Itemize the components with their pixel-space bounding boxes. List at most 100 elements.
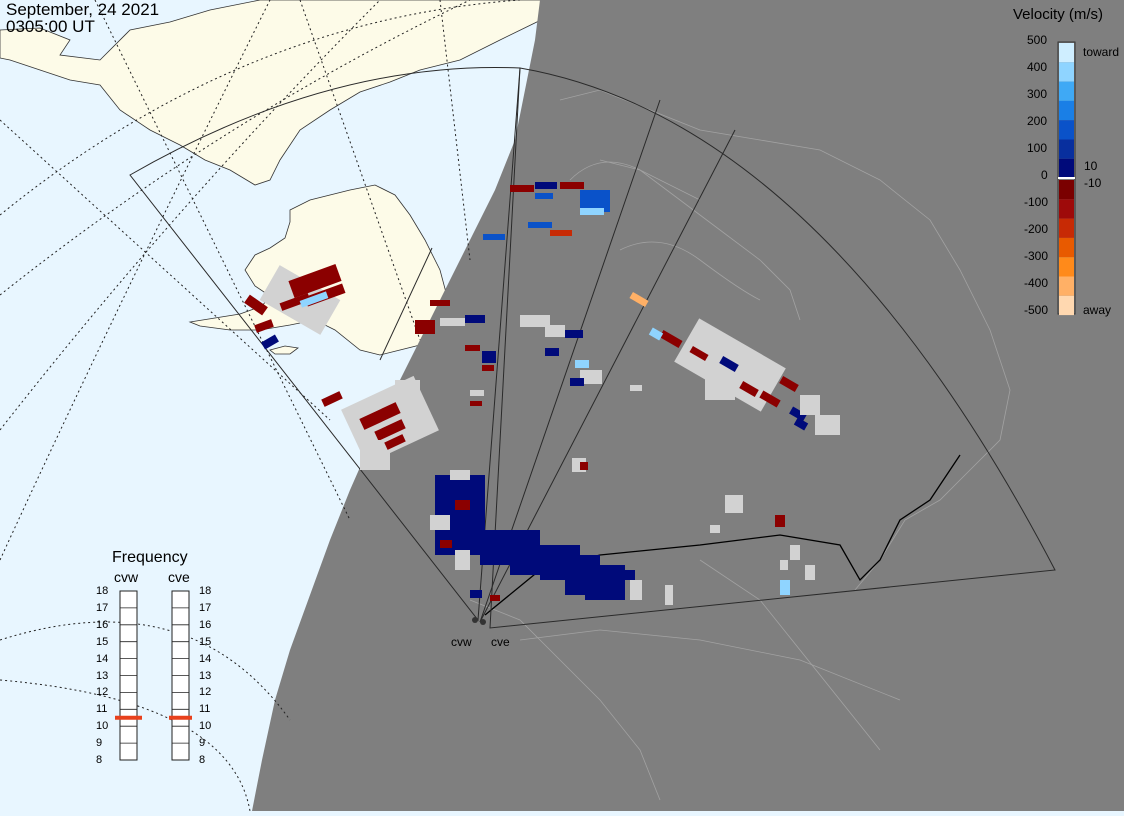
velocity-cell	[465, 345, 480, 351]
velocity-cell	[805, 565, 815, 580]
frequency-tick-label: 12	[96, 686, 109, 699]
colorbar-toward-swatch	[1059, 120, 1074, 140]
colorbar-toward-swatch	[1059, 158, 1074, 179]
toward-label: toward	[1083, 45, 1120, 59]
colorbar-toward-swatch	[1059, 139, 1074, 159]
night-coastlines	[469, 89, 1011, 801]
velocity-cell	[288, 263, 342, 299]
velocity-cell	[630, 580, 642, 600]
velocity-cell	[359, 402, 401, 430]
colorbar-tick-label: 500	[1027, 33, 1048, 47]
velocity-cell	[395, 380, 420, 390]
velocity-cell	[780, 560, 788, 570]
velocity-cell	[483, 234, 505, 240]
velocity-cell	[440, 318, 465, 326]
velocity-cell	[535, 182, 557, 189]
velocity-cell	[545, 325, 565, 337]
velocity-cell	[455, 550, 470, 570]
aleutian-islands	[269, 345, 300, 355]
colorbar-away-swatch	[1059, 276, 1074, 296]
velocity-cell	[710, 525, 720, 533]
frequency-tick-label: 15	[96, 635, 109, 648]
colorbar-toward-swatch	[1059, 43, 1074, 63]
frequency-tick-label: 16	[96, 618, 109, 631]
velocity-cell	[550, 230, 572, 236]
frequency-tick-label: 8	[199, 754, 206, 766]
velocity-cell	[789, 406, 807, 422]
radar-site-cvw	[472, 617, 478, 623]
frequency-tick-label: 16	[199, 618, 212, 631]
colorbar-tick-label: 300	[1027, 87, 1048, 101]
velocity-cell	[430, 515, 450, 530]
colorbar-toward-swatch	[1059, 62, 1074, 82]
velocity-cell	[244, 294, 268, 316]
colorbar-tick-label: -100	[1024, 195, 1049, 209]
velocity-cell	[299, 291, 329, 308]
velocity-cell	[430, 300, 450, 306]
cve-frequency-marker	[169, 715, 192, 720]
frequency-tick-label: 15	[199, 635, 212, 648]
velocity-cell	[535, 193, 553, 199]
frequency-tick-label: 18	[96, 585, 109, 597]
velocity-cell	[620, 570, 635, 580]
colorbar-title: Velocity (m/s)	[1013, 6, 1104, 23]
frequency-tick-label: 13	[199, 669, 212, 682]
velocity-cell	[780, 580, 790, 595]
frequency-tick-label: 18	[199, 585, 212, 597]
velocity-cell	[600, 565, 625, 580]
velocity-cell	[648, 327, 664, 341]
colorbar-toward-swatch	[1059, 100, 1074, 121]
siberia-land	[0, 0, 561, 186]
frequency-tick-label: 9	[96, 737, 103, 750]
velocity-cell	[510, 185, 534, 192]
plot-time: 0305:00 UT	[6, 17, 95, 36]
velocity-cell	[580, 190, 610, 212]
colorbar-away-swatch	[1059, 295, 1074, 316]
velocity-cell	[482, 365, 494, 371]
site-label-cve: cve	[491, 635, 510, 649]
colorbar-away-swatch	[1059, 180, 1074, 200]
colorbar-away-swatch	[1059, 237, 1074, 258]
frequency-tick-label: 10	[96, 720, 109, 733]
velocity-cell	[800, 395, 820, 415]
colorbar-tick-label: 0	[1041, 168, 1048, 182]
velocity-cell	[580, 370, 602, 384]
velocity-cell	[575, 360, 589, 368]
colorbar-tick-label: -10	[1084, 176, 1102, 190]
velocity-cell	[580, 208, 604, 215]
velocity-cell	[470, 390, 484, 396]
colorbar-away-swatch	[1059, 257, 1074, 277]
colorbar-tick-label: -400	[1024, 276, 1049, 290]
frequency-tick-label: 17	[96, 601, 109, 614]
velocity-cell	[585, 580, 625, 600]
velocity-cell	[739, 381, 759, 397]
velocity-cell	[261, 334, 279, 350]
velocity-cell	[321, 391, 343, 407]
frequency-tick-label: 13	[96, 669, 109, 682]
colorbar-tick-label: 10	[1084, 159, 1098, 173]
velocity-cell	[470, 590, 482, 598]
colorbar-tick-label: 200	[1027, 114, 1048, 128]
frequency-tick-label: 14	[96, 652, 109, 665]
frequency-radar-cvw: cvw	[114, 569, 139, 585]
frequency-tick-label: 11	[96, 703, 108, 716]
velocity-cell	[415, 320, 435, 334]
velocity-cell	[759, 390, 781, 408]
velocity-cell	[374, 419, 406, 441]
velocity-cell	[455, 500, 470, 510]
velocity-cell	[528, 222, 552, 228]
site-label-cvw: cvw	[451, 635, 472, 649]
velocity-cell	[470, 401, 482, 406]
colorbar-tick-label: 400	[1027, 60, 1048, 74]
colorbar-away-swatch	[1059, 199, 1074, 219]
cvw-frequency-marker	[115, 715, 142, 720]
frequency-tick-label: 12	[199, 686, 212, 699]
velocity-cell	[560, 182, 584, 189]
radar-site-cve	[480, 619, 486, 625]
frequency-tick-label: 17	[199, 601, 212, 614]
frequency-tick-label: 10	[199, 720, 212, 733]
velocity-cell	[520, 315, 550, 327]
velocity-cell	[775, 515, 785, 527]
